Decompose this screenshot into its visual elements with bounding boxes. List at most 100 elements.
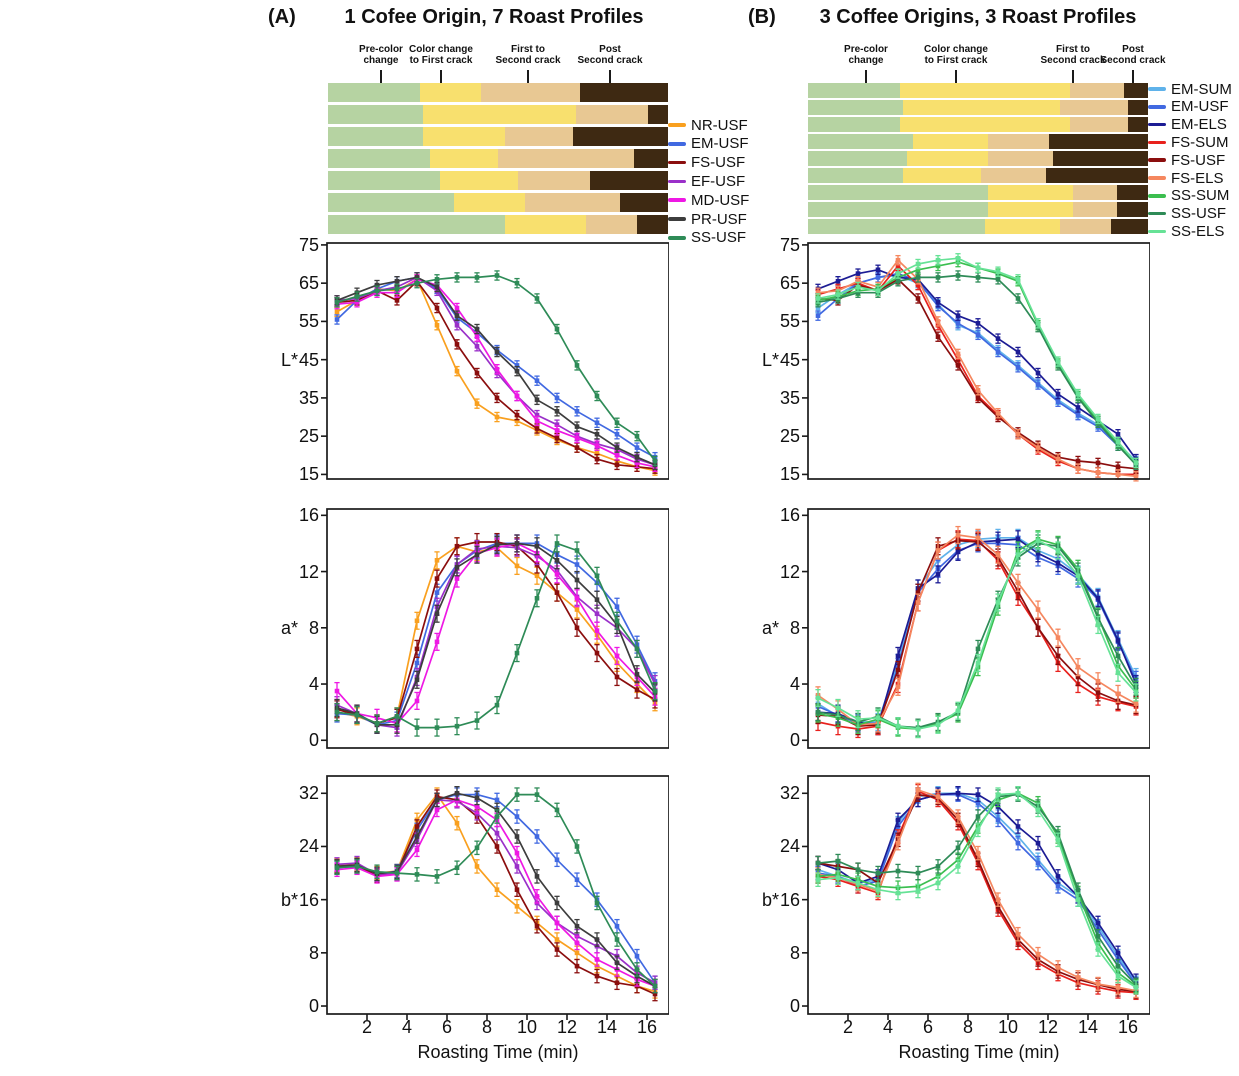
legend-label: EM-SUM — [1171, 80, 1232, 98]
y-tick-b-astar-4: 4 — [789, 674, 800, 695]
legend-item-a-pr-usf: PR-USF — [668, 211, 747, 227]
phase-segment-3 — [579, 83, 668, 102]
series-ss-els — [815, 531, 1139, 739]
phase-label-a-0: Pre-color change — [359, 44, 403, 66]
y-tick-b-Lstar-75: 75 — [779, 234, 800, 255]
roast-phase-bar-b-fs-els — [808, 168, 1148, 183]
series-ss-els — [815, 253, 1139, 469]
series-fs-sum — [815, 530, 1139, 739]
legend-label: EF-USF — [691, 172, 746, 190]
y-tick-a-Lstar-65: 65 — [298, 273, 319, 294]
x-tick-a-6: 6 — [441, 1017, 452, 1037]
y-tick-b-Lstar-35: 35 — [779, 387, 800, 408]
legend-label: SS-ELS — [1171, 222, 1225, 240]
panel-b-title: 3 Coffee Origins, 3 Roast Profiles — [819, 6, 1137, 28]
series-ss-usf — [334, 270, 658, 467]
y-tick-a-astar-12: 12 — [298, 561, 319, 582]
roast-phase-bar-b-fs-usf — [808, 151, 1148, 166]
x-tick-a-12: 12 — [556, 1017, 578, 1037]
phase-segment-0 — [328, 149, 430, 168]
phase-segment-3 — [1045, 168, 1148, 183]
phase-tick-mark-a-2 — [527, 70, 529, 90]
y-tick-a-astar-8: 8 — [308, 617, 319, 638]
panel-a-x-axis-title: Roasting Time (min) — [417, 1042, 579, 1062]
phase-segment-0 — [808, 83, 900, 98]
legend-swatch-icon — [1148, 211, 1166, 216]
phase-segment-0 — [328, 105, 424, 124]
chart-svg-a-bstar — [321, 775, 669, 1020]
y-tick-b-bstar-32: 32 — [779, 783, 800, 804]
phase-label-line1: Post — [1122, 44, 1144, 55]
phase-segment-1 — [504, 215, 587, 234]
chart-a-astar — [319, 507, 669, 756]
roast-phase-bar-b-em-usf — [808, 100, 1148, 115]
phase-segment-1 — [913, 134, 989, 149]
phase-segment-0 — [808, 202, 989, 217]
chart-b-astar — [800, 507, 1150, 756]
phase-segment-3 — [637, 215, 668, 234]
series-em-sum — [815, 528, 1139, 732]
legend-item-b-fs-usf: FS-USF — [1148, 152, 1225, 168]
roast-phase-bar-a-pr-usf — [328, 193, 668, 212]
phase-label-b-2: First to Second crack — [1040, 44, 1105, 66]
phase-segment-0 — [328, 83, 420, 102]
phase-label-line2: change — [848, 55, 884, 66]
legend-item-b-ss-els: SS-ELS — [1148, 223, 1224, 239]
phase-segment-0 — [328, 193, 454, 212]
legend-swatch-icon — [668, 198, 686, 202]
phase-segment-0 — [808, 151, 907, 166]
phase-tick-mark-b-1 — [955, 70, 957, 90]
phase-segment-0 — [808, 185, 989, 200]
phase-segment-1 — [988, 202, 1074, 217]
phase-segment-2 — [1069, 117, 1128, 132]
y-tick-a-Lstar-25: 25 — [298, 426, 319, 447]
legend-swatch-icon — [668, 217, 686, 221]
x-tick-b-6: 6 — [922, 1017, 933, 1037]
legend-item-b-fs-els: FS-ELS — [1148, 170, 1224, 186]
phase-label-line2: Second crack — [495, 55, 561, 66]
chart-b-bstar — [800, 774, 1150, 1022]
legend-swatch-icon — [668, 179, 686, 184]
phase-label-line2: Second crack — [577, 55, 643, 66]
legend-item-b-em-usf: EM-USF — [1148, 99, 1229, 115]
phase-label-line2: to First crack — [409, 55, 473, 66]
phase-tick-mark-b-2 — [1072, 70, 1074, 90]
x-tick-a-16: 16 — [636, 1017, 658, 1037]
y-tick-b-Lstar-15: 15 — [779, 464, 800, 485]
phase-segment-2 — [498, 149, 634, 168]
phase-segment-1 — [419, 83, 481, 102]
roast-phase-bar-a-ss-usf — [328, 215, 668, 234]
legend-item-a-md-usf: MD-USF — [668, 192, 749, 208]
phase-segment-2 — [518, 171, 590, 190]
series-em-usf — [815, 268, 1139, 469]
roast-phase-bar-a-ef-usf — [328, 149, 668, 168]
y-tick-b-bstar-0: 0 — [789, 996, 800, 1017]
phase-label-line1: First to — [1056, 44, 1090, 55]
x-tick-b-16: 16 — [1117, 1017, 1139, 1037]
phase-segment-2 — [988, 151, 1053, 166]
phase-segment-0 — [808, 134, 914, 149]
series-md-usf — [334, 534, 658, 733]
legend-item-b-ss-usf: SS-USF — [1148, 206, 1226, 222]
phase-segment-3 — [620, 193, 668, 212]
y-tick-b-astar-12: 12 — [779, 561, 800, 582]
chart-svg-b-astar — [802, 508, 1150, 749]
phase-segment-2 — [525, 193, 621, 212]
chart-a-bstar — [319, 774, 669, 1022]
phase-label-line2: change — [363, 55, 399, 66]
phase-label-line1: Pre-color — [844, 44, 888, 55]
legend-label: FS-USF — [691, 154, 746, 172]
phase-segment-3 — [572, 127, 668, 146]
phase-segment-3 — [1127, 100, 1148, 115]
legend-label: EM-USF — [1171, 98, 1229, 116]
series-fs-els — [815, 254, 1139, 482]
phase-segment-1 — [903, 100, 1060, 115]
phase-tick-mark-a-3 — [609, 70, 611, 90]
legend-swatch-icon — [1148, 87, 1166, 91]
y-tick-a-bstar-0: 0 — [308, 996, 319, 1017]
x-tick-a-4: 4 — [401, 1017, 412, 1037]
series-ss-usf — [815, 787, 1139, 993]
roast-phase-bar-b-ss-usf — [808, 202, 1148, 217]
legend-swatch-icon — [1148, 122, 1166, 127]
legend-label: SS-USF — [1171, 205, 1227, 223]
